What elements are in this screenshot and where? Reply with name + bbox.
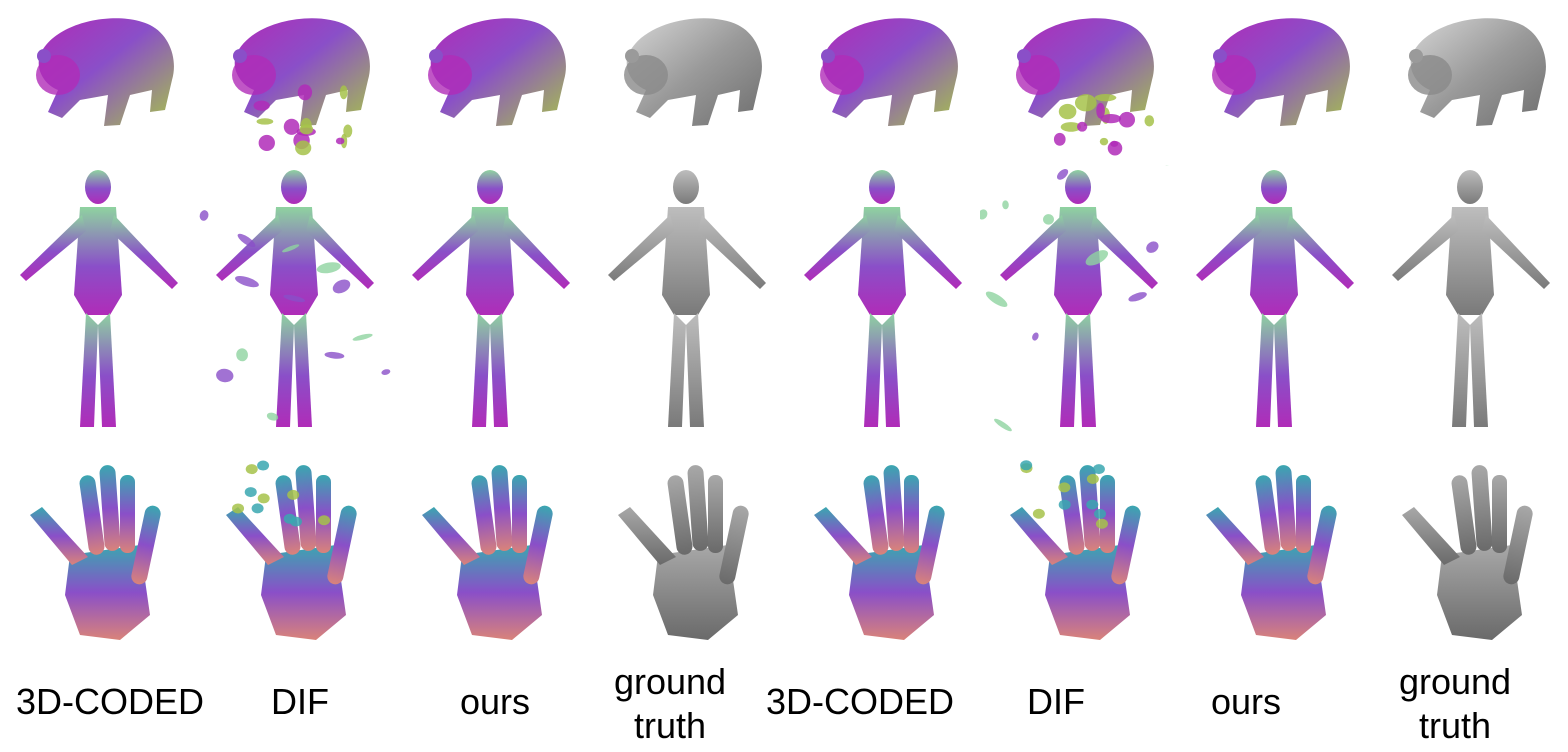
human-body-render	[1176, 165, 1372, 445]
hand-cell-col-4	[588, 445, 784, 655]
column-label-ground-truth-1: ground truth	[572, 660, 768, 748]
hand-mesh	[1010, 460, 1142, 640]
hand-cell-col-1	[0, 445, 196, 655]
hand-render	[1176, 445, 1372, 655]
bear-mesh	[1212, 18, 1350, 126]
hand-cell-col-3	[392, 445, 588, 655]
bear-render	[784, 0, 980, 160]
hand-mesh	[1402, 465, 1534, 640]
hand-render	[0, 445, 196, 655]
hand-cell-col-6	[980, 445, 1176, 655]
bear-render	[980, 0, 1176, 160]
human-body-mesh	[412, 170, 570, 427]
hand-mesh	[1206, 465, 1338, 640]
human-body-render	[588, 165, 784, 445]
bear-mesh	[1408, 18, 1546, 126]
bear-cell-col-2	[196, 0, 392, 160]
human-body-render	[1372, 165, 1568, 445]
hand-mesh	[226, 461, 358, 640]
human-body-render	[196, 165, 392, 445]
human-body-mesh	[1392, 170, 1550, 427]
human-body-mesh	[804, 170, 962, 427]
bear-mesh	[1016, 18, 1154, 155]
hand-cell-col-5	[784, 445, 980, 655]
human-body-cell-col-4	[588, 165, 784, 445]
bear-mesh	[428, 18, 566, 126]
column-label-3d-coded-1: 3D-CODED	[12, 680, 208, 724]
bear-render	[588, 0, 784, 160]
bear-cell-col-4	[588, 0, 784, 160]
hand-render	[980, 445, 1176, 655]
human-body-mesh	[20, 170, 178, 427]
human-body-cell-col-8	[1372, 165, 1568, 445]
bear-render	[1372, 0, 1568, 160]
column-label-ground-truth-2: ground truth	[1357, 660, 1553, 748]
shape-comparison-grid	[0, 0, 1568, 660]
column-label-3d-coded-2: 3D-CODED	[762, 680, 958, 724]
bear-cell-col-7	[1176, 0, 1372, 160]
bear-render	[196, 0, 392, 160]
human-body-cell-col-2	[196, 165, 392, 445]
hand-render	[588, 445, 784, 655]
bear-cell-col-6	[980, 0, 1176, 160]
hand-render	[1372, 445, 1568, 655]
column-label-ours-1: ours	[397, 680, 593, 724]
hand-mesh	[422, 465, 554, 640]
bear-render	[0, 0, 196, 160]
human-body-cell-col-5	[784, 165, 980, 445]
human-body-cell-col-3	[392, 165, 588, 445]
column-label-dif-2: DIF	[958, 680, 1154, 724]
hand-mesh	[30, 465, 162, 640]
bear-mesh	[36, 18, 174, 126]
bear-cell-col-5	[784, 0, 980, 160]
bear-cell-col-3	[392, 0, 588, 160]
bear-mesh	[232, 18, 370, 155]
human-body-render	[0, 165, 196, 445]
bear-mesh	[820, 18, 958, 126]
human-body-render	[392, 165, 588, 445]
method-label-row: 3D-CODED DIF ours ground truth 3D-CODED D…	[0, 660, 1568, 752]
human-body-render	[784, 165, 980, 445]
hand-render	[392, 445, 588, 655]
column-label-ours-2: ours	[1148, 680, 1344, 724]
bear-render	[392, 0, 588, 160]
hand-cell-col-8	[1372, 445, 1568, 655]
human-body-cell-col-6	[980, 165, 1176, 445]
human-body-mesh	[196, 170, 392, 427]
bear-mesh	[624, 18, 762, 126]
human-body-mesh	[1196, 170, 1354, 427]
bear-cell-col-8	[1372, 0, 1568, 160]
hand-render	[196, 445, 392, 655]
human-body-cell-col-1	[0, 165, 196, 445]
bear-render	[1176, 0, 1372, 160]
hand-cell-col-7	[1176, 445, 1372, 655]
hand-mesh	[814, 465, 946, 640]
human-body-cell-col-7	[1176, 165, 1372, 445]
human-body-mesh	[980, 165, 1176, 433]
hand-cell-col-2	[196, 445, 392, 655]
human-body-mesh	[608, 170, 766, 427]
column-label-dif-1: DIF	[202, 680, 398, 724]
hand-mesh	[618, 465, 750, 640]
hand-render	[784, 445, 980, 655]
bear-cell-col-1	[0, 0, 196, 160]
human-body-render	[980, 165, 1176, 445]
